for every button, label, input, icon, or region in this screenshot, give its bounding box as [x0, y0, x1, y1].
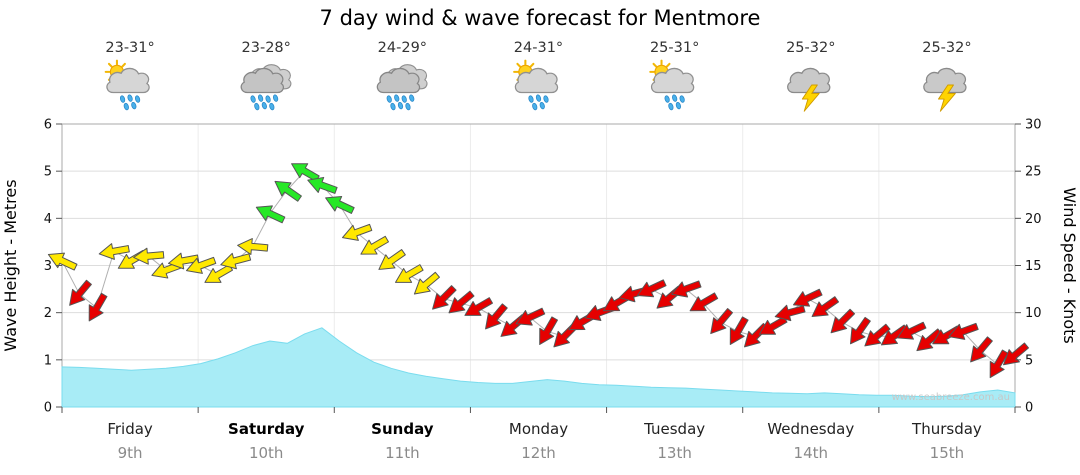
- weather-rain-icon: [376, 63, 428, 112]
- right-tick-label: 20: [1025, 212, 1042, 227]
- wave-height-area: [61, 327, 1016, 408]
- wind-arrow: [774, 304, 806, 322]
- wind-arrow: [413, 271, 440, 295]
- date-label: 10th: [249, 444, 283, 462]
- wind-arrow: [916, 328, 943, 352]
- temperature-range: 25-32°: [922, 40, 971, 56]
- wind-arrow: [729, 316, 749, 345]
- temperature-range: 25-31°: [650, 40, 699, 56]
- day-label: Saturday: [228, 420, 305, 438]
- date-label: 9th: [118, 444, 143, 462]
- temperature-range: 24-29°: [378, 40, 427, 56]
- weather-sun-cloud-rain-icon: [649, 59, 695, 112]
- wind-arrow: [880, 324, 909, 346]
- wind-arrow: [515, 307, 546, 326]
- weather-sun-cloud-rain-icon: [104, 59, 151, 112]
- wind-arrow: [325, 196, 355, 214]
- right-axis-label: Wind Speed - Knots: [1060, 187, 1079, 343]
- left-tick-label: 4: [44, 212, 52, 227]
- page-title: 7 day wind & wave forecast for Mentmore: [320, 6, 761, 30]
- date-label: 13th: [657, 444, 691, 462]
- left-tick-label: 2: [44, 306, 52, 321]
- wind-arrow: [88, 292, 108, 322]
- wind-arrow: [539, 316, 558, 345]
- right-tick-label: 10: [1025, 306, 1042, 321]
- right-tick-label: 5: [1025, 353, 1033, 368]
- wind-arrow: [360, 235, 389, 255]
- wind-arrow: [133, 247, 165, 265]
- wind-arrow: [448, 290, 475, 314]
- wind-arrow: [255, 205, 286, 224]
- weather-rain-icon: [240, 63, 292, 112]
- date-label: 12th: [521, 444, 555, 462]
- wind-arrow: [168, 252, 200, 270]
- date-label: 15th: [930, 444, 964, 462]
- header-row: 23-31° 23-28° 24-29° 24-31° 25-31° 25-32° 25-3…: [104, 40, 972, 112]
- day-label: Wednesday: [767, 420, 854, 438]
- temperature-range: 25-32°: [786, 40, 835, 56]
- wind-arrow: [342, 223, 373, 241]
- left-tick-label: 1: [44, 353, 52, 368]
- day-label: Tuesday: [643, 420, 705, 438]
- left-tick-label: 3: [44, 259, 52, 274]
- wind-arrow: [220, 252, 252, 270]
- day-label: Friday: [107, 420, 153, 438]
- wind-arrow: [1003, 342, 1030, 366]
- wind-arrow: [274, 180, 302, 202]
- wind-arrow: [432, 285, 457, 310]
- wind-arrow: [689, 292, 719, 312]
- wind-arrow: [237, 238, 269, 255]
- date-label: 11th: [385, 444, 419, 462]
- day-labels-row: Friday 9th Saturday 10th Sunday 11th Monday 12t…: [107, 420, 982, 462]
- weather-storm-icon: [786, 67, 831, 112]
- weather-sun-cloud-rain-icon: [513, 59, 559, 112]
- wind-arrow-series: [47, 163, 1030, 379]
- temperature-range: 23-31°: [105, 40, 154, 56]
- wind-arrow: [291, 163, 320, 182]
- wind-arrow: [989, 349, 1009, 379]
- wave-area-path: [61, 327, 1016, 408]
- day-label: Monday: [509, 420, 568, 438]
- wind-arrow: [395, 264, 424, 283]
- wind-arrow: [932, 325, 961, 345]
- right-tick-label: 25: [1025, 165, 1042, 180]
- wind-arrow: [710, 308, 733, 335]
- wind-arrow: [47, 252, 78, 271]
- day-label: Thursday: [911, 420, 982, 438]
- right-tick-label: 15: [1025, 259, 1042, 274]
- wind-arrow: [98, 243, 130, 260]
- wind-arrow: [864, 323, 891, 347]
- wind-arrow: [830, 308, 856, 334]
- wind-arrow: [671, 280, 702, 298]
- left-tick-label: 5: [44, 165, 52, 180]
- left-axis-label: Wave Height - Metres: [1, 179, 20, 351]
- left-tick-label: 6: [44, 118, 52, 133]
- wind-arrow: [793, 288, 823, 307]
- wind-arrow: [637, 279, 667, 298]
- watermark: www.seabreeze.com.au: [892, 392, 1010, 403]
- wind-arrow: [896, 321, 927, 340]
- wind-arrow: [307, 176, 338, 194]
- temperature-range: 23-28°: [242, 40, 291, 56]
- wind-arrow: [378, 249, 406, 270]
- wind-arrow: [948, 322, 979, 340]
- wind-arrow: [464, 297, 493, 316]
- wind-arrow: [970, 336, 993, 363]
- wind-arrow: [485, 303, 508, 330]
- wind-arrow: [186, 256, 217, 274]
- wind-arrow: [811, 296, 840, 318]
- right-tick-label: 30: [1025, 118, 1042, 133]
- weather-storm-icon: [923, 67, 967, 112]
- date-label: 14th: [794, 444, 828, 462]
- temperature-range: 24-31°: [514, 40, 563, 56]
- wind-arrow: [69, 279, 92, 306]
- left-tick-label: 0: [44, 401, 52, 416]
- wind-arrow: [849, 316, 871, 345]
- day-label: Sunday: [371, 420, 434, 438]
- right-tick-label: 0: [1025, 401, 1033, 416]
